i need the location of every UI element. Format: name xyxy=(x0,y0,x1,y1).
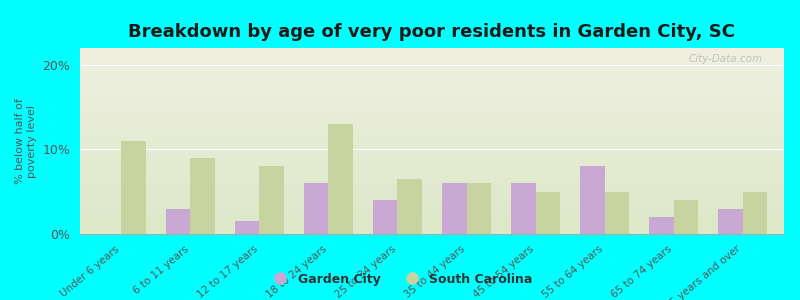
Bar xyxy=(398,179,422,234)
Bar xyxy=(674,200,698,234)
Bar xyxy=(535,192,560,234)
Bar xyxy=(650,217,674,234)
Bar xyxy=(329,124,353,234)
Bar xyxy=(166,208,190,234)
Bar xyxy=(605,192,629,234)
Bar xyxy=(718,208,742,234)
Bar xyxy=(190,158,214,234)
Bar xyxy=(374,200,398,234)
Bar xyxy=(511,183,535,234)
Title: Breakdown by age of very poor residents in Garden City, SC: Breakdown by age of very poor residents … xyxy=(129,23,735,41)
Bar xyxy=(442,183,466,234)
Bar xyxy=(304,183,329,234)
Bar xyxy=(580,167,605,234)
Bar xyxy=(235,221,259,234)
Bar xyxy=(466,183,490,234)
Bar xyxy=(742,192,766,234)
Y-axis label: % below half of
poverty level: % below half of poverty level xyxy=(15,98,37,184)
Legend: Garden City, South Carolina: Garden City, South Carolina xyxy=(262,268,538,291)
Text: City-Data.com: City-Data.com xyxy=(689,54,763,64)
Bar xyxy=(122,141,146,234)
Bar xyxy=(259,167,284,234)
